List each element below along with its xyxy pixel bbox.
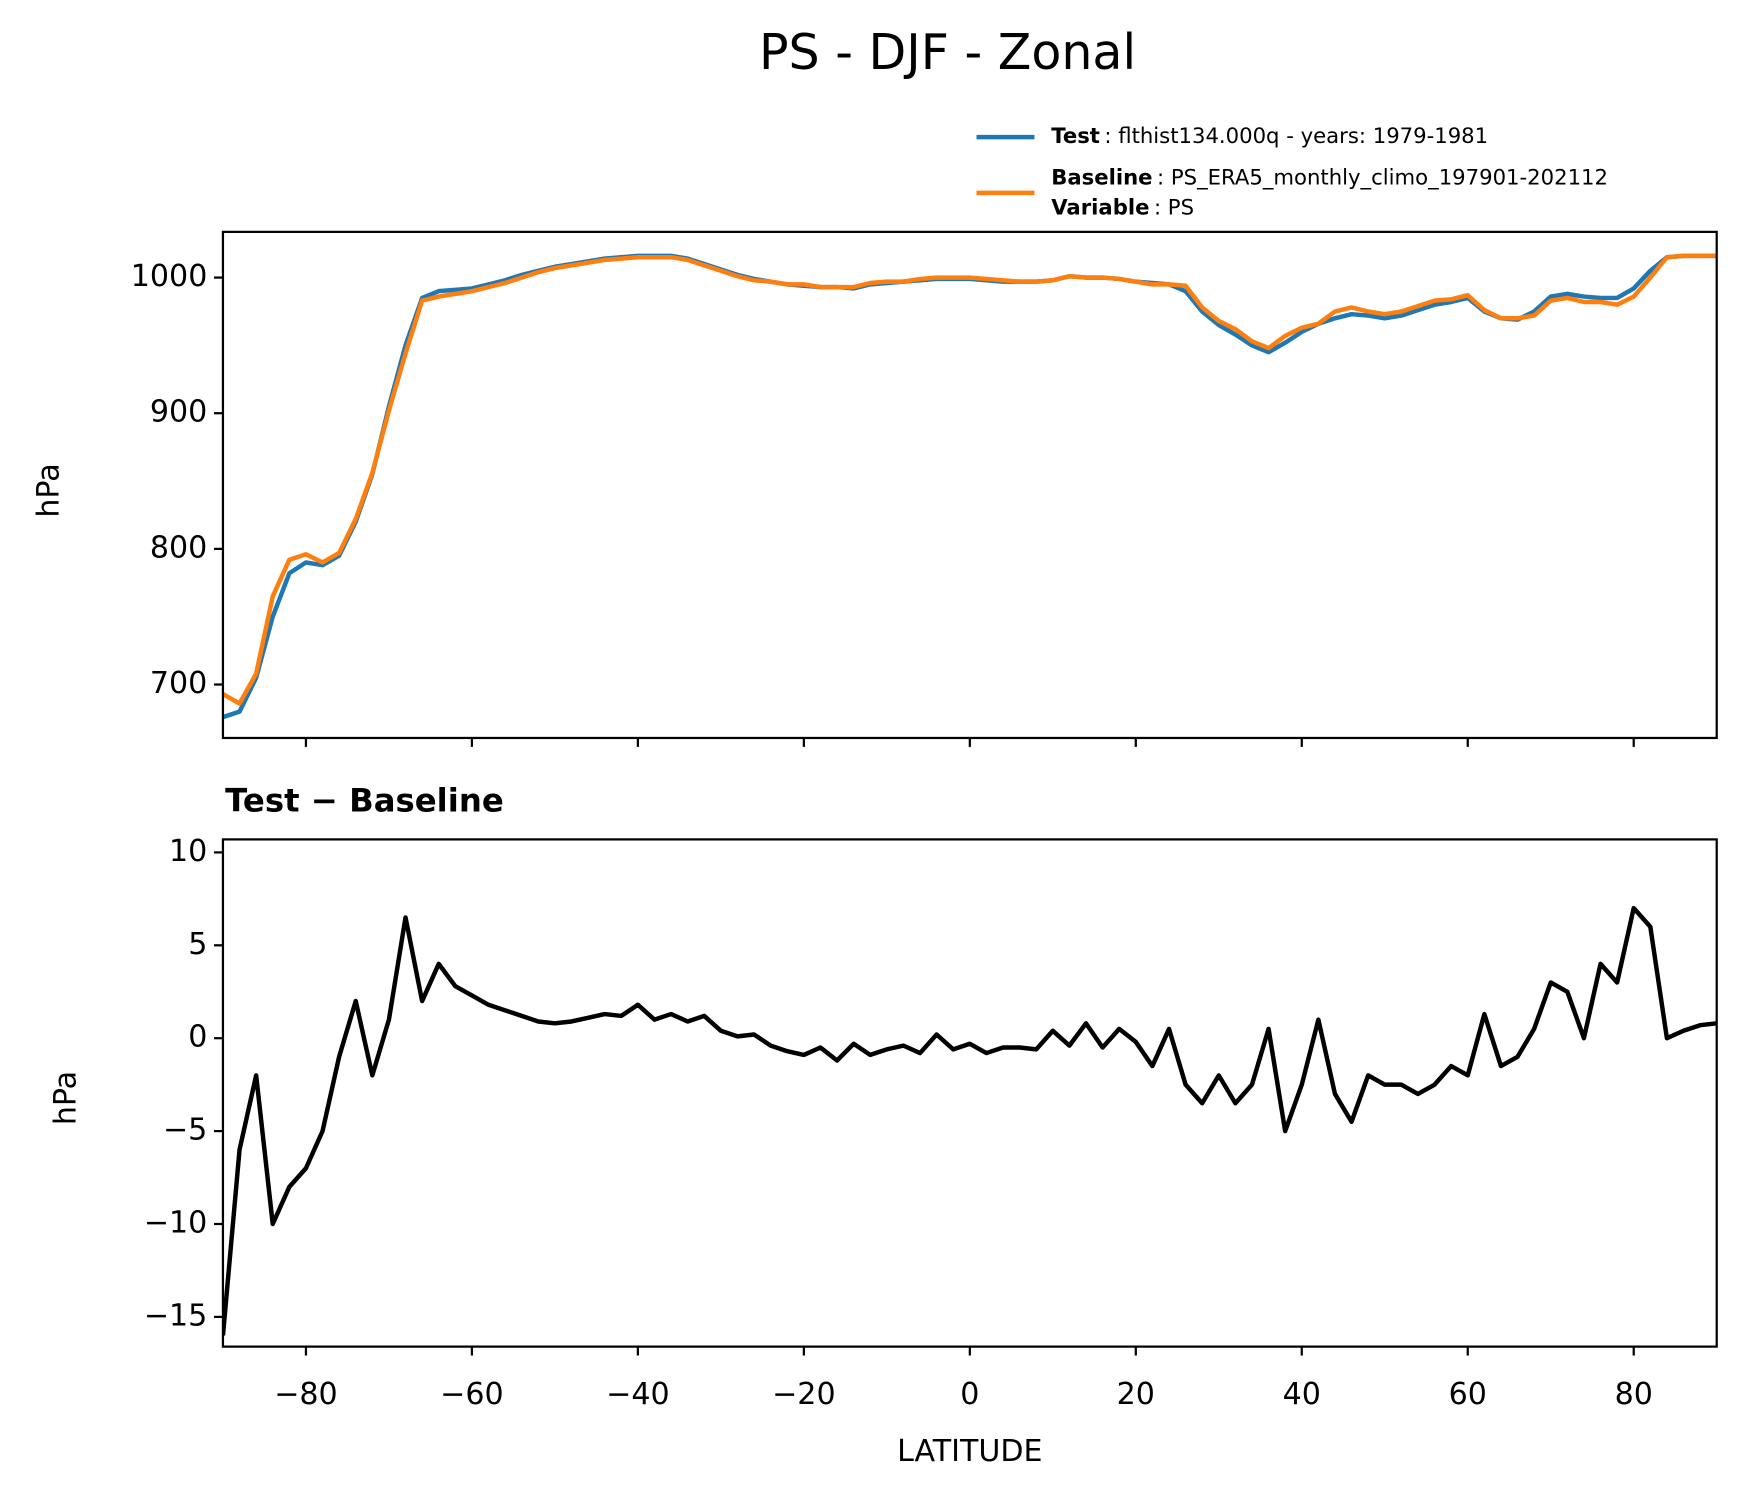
y-tick-label: 5 <box>188 927 207 962</box>
x-tick-label: 40 <box>1283 1377 1321 1412</box>
figure-title: PS - DJF - Zonal <box>759 23 1136 81</box>
y-tick-label: 700 <box>150 666 207 701</box>
legend-description: : PS <box>1154 194 1194 219</box>
y-axis-label: hPa <box>48 1071 83 1125</box>
legend-label: Baseline <box>1051 164 1152 189</box>
plot-frame <box>221 230 1718 740</box>
legend-label: Test <box>1051 123 1100 148</box>
plot-frame <box>221 838 1718 1348</box>
x-tick-label: 60 <box>1449 1377 1487 1412</box>
legend-label: Variable <box>1051 194 1149 219</box>
data-line <box>222 253 1717 706</box>
x-tick-label: −20 <box>772 1377 835 1412</box>
x-tick-label: 20 <box>1117 1377 1155 1412</box>
y-tick-label: 1000 <box>131 259 208 294</box>
subplot-title: Test − Baseline <box>225 782 504 820</box>
y-tick-label: 10 <box>169 834 207 869</box>
data-line <box>222 905 1717 1336</box>
x-axis-label: LATITUDE <box>897 1434 1043 1469</box>
x-tick-label: 0 <box>960 1377 979 1412</box>
y-tick-label: −5 <box>163 1113 207 1148</box>
x-tick-label: −60 <box>440 1377 503 1412</box>
y-tick-label: 800 <box>150 530 207 565</box>
x-tick-label: −80 <box>274 1377 337 1412</box>
legend-description: : flthist134.000q - years: 1979-1981 <box>1104 123 1488 148</box>
x-tick-label: −40 <box>606 1377 669 1412</box>
legend-description: : PS_ERA5_monthly_climo_197901-202112 <box>1157 164 1608 190</box>
y-tick-label: −10 <box>144 1205 207 1240</box>
y-tick-label: 900 <box>150 395 207 430</box>
x-tick-label: 80 <box>1615 1377 1653 1412</box>
y-tick-label: 0 <box>188 1020 207 1055</box>
y-tick-label: −15 <box>144 1298 207 1333</box>
y-axis-label: hPa <box>32 463 67 517</box>
